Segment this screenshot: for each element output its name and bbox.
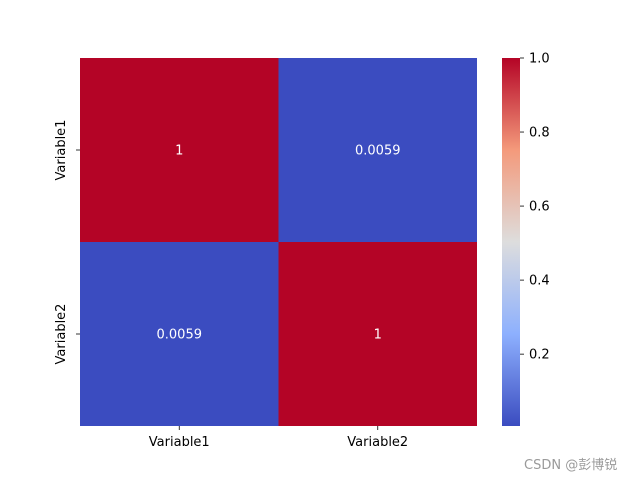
cell-annotation-2-2: 1 xyxy=(374,328,382,343)
heatmap-cell-1-1 xyxy=(80,58,279,242)
heatmap-cell-2-1 xyxy=(80,242,279,426)
colorbar-tick-label-5: 1.0 xyxy=(529,52,550,67)
x-tick-label-2: Variable2 xyxy=(347,435,408,450)
y-tick-label-1: Variable1 xyxy=(54,120,69,181)
colorbar-gradient xyxy=(502,58,520,426)
colorbar-tick-label-4: 0.8 xyxy=(529,126,550,141)
cell-annotation-1-1: 1 xyxy=(175,144,183,159)
heatmap-cell-2-2 xyxy=(278,242,477,426)
heatmap-cells xyxy=(80,58,477,426)
watermark-text: CSDN @彭博锐 xyxy=(524,458,618,473)
colorbar-tick-label-3: 0.6 xyxy=(529,200,550,215)
y-tick-label-2: Variable2 xyxy=(54,304,69,365)
y-axis: Variable1 Variable2 xyxy=(54,120,80,365)
colorbar-tick-label-1: 0.2 xyxy=(529,348,550,363)
cell-annotation-2-1: 0.0059 xyxy=(157,328,203,343)
x-axis: Variable1 Variable2 xyxy=(149,426,408,450)
heatmap-cell-1-2 xyxy=(278,58,477,242)
colorbar-tick-label-2: 0.4 xyxy=(529,274,550,289)
colorbar: 0.2 0.4 0.6 0.8 1.0 xyxy=(502,52,550,426)
heatmap-annotations: 1 0.0059 0.0059 1 xyxy=(157,144,401,343)
x-tick-label-1: Variable1 xyxy=(149,435,210,450)
cell-annotation-1-2: 0.0059 xyxy=(355,144,401,159)
